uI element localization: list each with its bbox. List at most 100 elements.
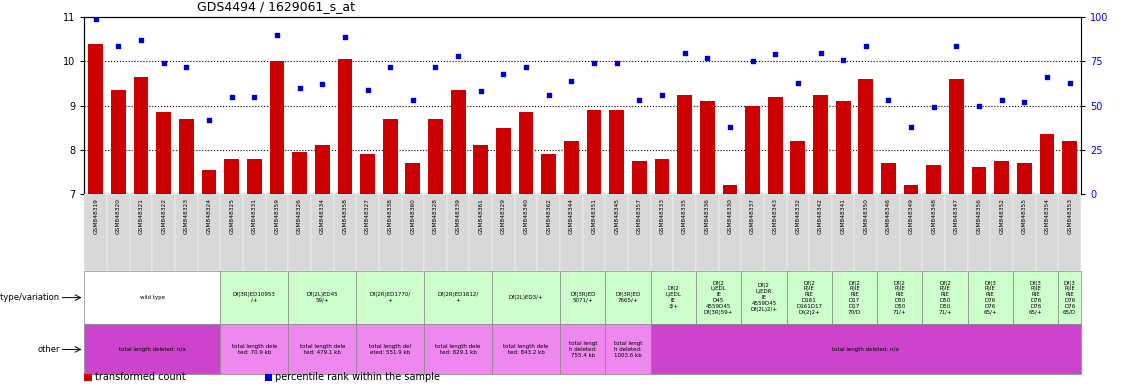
- Text: GSM848361: GSM848361: [479, 198, 483, 233]
- Bar: [696, 194, 718, 271]
- Bar: [700, 101, 715, 194]
- Bar: [221, 194, 243, 271]
- Bar: [356, 271, 425, 324]
- Bar: [768, 97, 783, 194]
- Bar: [134, 77, 149, 194]
- Point: [313, 81, 331, 88]
- Point: [494, 71, 512, 77]
- Text: GSM848362: GSM848362: [546, 198, 552, 233]
- Bar: [378, 194, 402, 271]
- Bar: [787, 271, 832, 324]
- Bar: [945, 194, 967, 271]
- Bar: [564, 141, 579, 194]
- Bar: [84, 271, 221, 324]
- Text: GSM848321: GSM848321: [138, 198, 144, 233]
- Text: total length dele
ted: 70.9 kb: total length dele ted: 70.9 kb: [232, 344, 277, 355]
- Text: Df(3
R)IE
RIE
D76
D76
65/D: Df(3 R)IE RIE D76 D76 65/D: [1063, 281, 1076, 314]
- Point: [743, 58, 761, 65]
- Bar: [1058, 271, 1081, 324]
- Point: [857, 43, 875, 49]
- Point: [382, 64, 400, 70]
- Text: GSM848350: GSM848350: [864, 198, 868, 234]
- Bar: [877, 271, 922, 324]
- Text: GSM848336: GSM848336: [705, 198, 709, 233]
- Text: GSM848326: GSM848326: [297, 198, 302, 233]
- Bar: [1013, 194, 1036, 271]
- Point: [132, 37, 150, 43]
- Point: [449, 53, 467, 59]
- Bar: [89, 44, 104, 194]
- Bar: [606, 271, 651, 324]
- Text: GSM848322: GSM848322: [161, 198, 167, 234]
- Point: [223, 94, 241, 100]
- Text: GSM848343: GSM848343: [772, 198, 778, 234]
- Bar: [84, 324, 221, 374]
- Bar: [651, 271, 696, 324]
- Bar: [696, 271, 741, 324]
- Point: [698, 55, 716, 61]
- Bar: [175, 194, 198, 271]
- Text: Df(2L)ED3/+: Df(2L)ED3/+: [509, 295, 544, 300]
- Text: GSM848329: GSM848329: [501, 198, 506, 234]
- Bar: [492, 194, 515, 271]
- Bar: [111, 90, 126, 194]
- Bar: [542, 154, 556, 194]
- Bar: [107, 194, 129, 271]
- Text: Df(3R)ED10953
/+: Df(3R)ED10953 /+: [233, 292, 276, 303]
- Bar: [723, 185, 738, 194]
- Point: [676, 50, 694, 56]
- Bar: [470, 194, 492, 271]
- Bar: [1039, 134, 1054, 194]
- Bar: [949, 79, 964, 194]
- Point: [721, 124, 739, 130]
- Point: [1016, 99, 1034, 105]
- Point: [631, 97, 649, 103]
- Bar: [654, 159, 669, 194]
- Text: GSM848345: GSM848345: [614, 198, 619, 234]
- Bar: [673, 194, 696, 271]
- Text: GSM848354: GSM848354: [1045, 198, 1049, 234]
- Bar: [402, 194, 425, 271]
- Bar: [519, 112, 534, 194]
- Bar: [221, 271, 288, 324]
- Bar: [855, 194, 877, 271]
- Point: [87, 16, 105, 22]
- Bar: [84, 194, 107, 271]
- Bar: [356, 194, 378, 271]
- Bar: [1036, 194, 1058, 271]
- Text: total lengt
h deleted:
1003.6 kb: total lengt h deleted: 1003.6 kb: [614, 341, 642, 358]
- Bar: [515, 194, 537, 271]
- Bar: [972, 167, 986, 194]
- Bar: [405, 163, 420, 194]
- Text: GSM848358: GSM848358: [342, 198, 348, 234]
- Bar: [651, 324, 1081, 374]
- Text: total length dele
ted: 829.1 kb: total length dele ted: 829.1 kb: [436, 344, 481, 355]
- Text: GSM848349: GSM848349: [909, 198, 913, 234]
- Bar: [288, 324, 356, 374]
- Text: Df(2L)ED45
59/+: Df(2L)ED45 59/+: [306, 292, 338, 303]
- Bar: [651, 194, 673, 271]
- Bar: [221, 324, 288, 374]
- Text: Df(2
R)IE
RIE
D161
D161D17
DI(2)2+: Df(2 R)IE RIE D161 D161D17 DI(2)2+: [796, 281, 822, 314]
- Point: [291, 85, 309, 91]
- Bar: [447, 194, 470, 271]
- Point: [200, 117, 218, 123]
- Bar: [293, 152, 307, 194]
- Bar: [266, 194, 288, 271]
- Bar: [991, 194, 1013, 271]
- Text: Df(2
L)EDR
IE
4559D45
Df(2L)2/+: Df(2 L)EDR IE 4559D45 Df(2L)2/+: [750, 283, 777, 312]
- Text: Df(3
R)IE
RIE
D76
D76
65/+: Df(3 R)IE RIE D76 D76 65/+: [1029, 281, 1043, 314]
- Text: total length del
eted: 551.9 kb: total length del eted: 551.9 kb: [369, 344, 411, 355]
- Bar: [922, 194, 945, 271]
- Text: Df(3
R)IE
RIE
D76
D76
65/+: Df(3 R)IE RIE D76 D76 65/+: [983, 281, 998, 314]
- Point: [947, 43, 965, 49]
- Bar: [288, 194, 311, 271]
- Text: GSM848325: GSM848325: [230, 198, 234, 234]
- Text: GSM848356: GSM848356: [976, 198, 982, 233]
- Text: GSM848359: GSM848359: [275, 198, 279, 234]
- Bar: [224, 159, 239, 194]
- Bar: [790, 141, 805, 194]
- Bar: [606, 324, 651, 374]
- Text: genotype/variation: genotype/variation: [0, 293, 60, 302]
- Text: other: other: [37, 345, 60, 354]
